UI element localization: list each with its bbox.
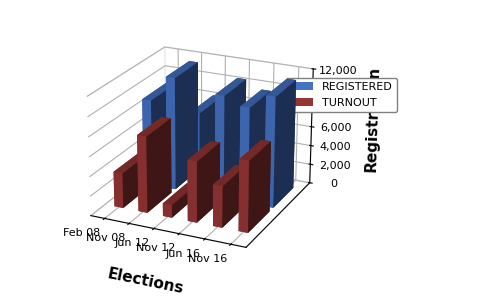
X-axis label: Elections: Elections [106,266,185,297]
Legend: REGISTERED, TURNOUT: REGISTERED, TURNOUT [286,78,396,112]
